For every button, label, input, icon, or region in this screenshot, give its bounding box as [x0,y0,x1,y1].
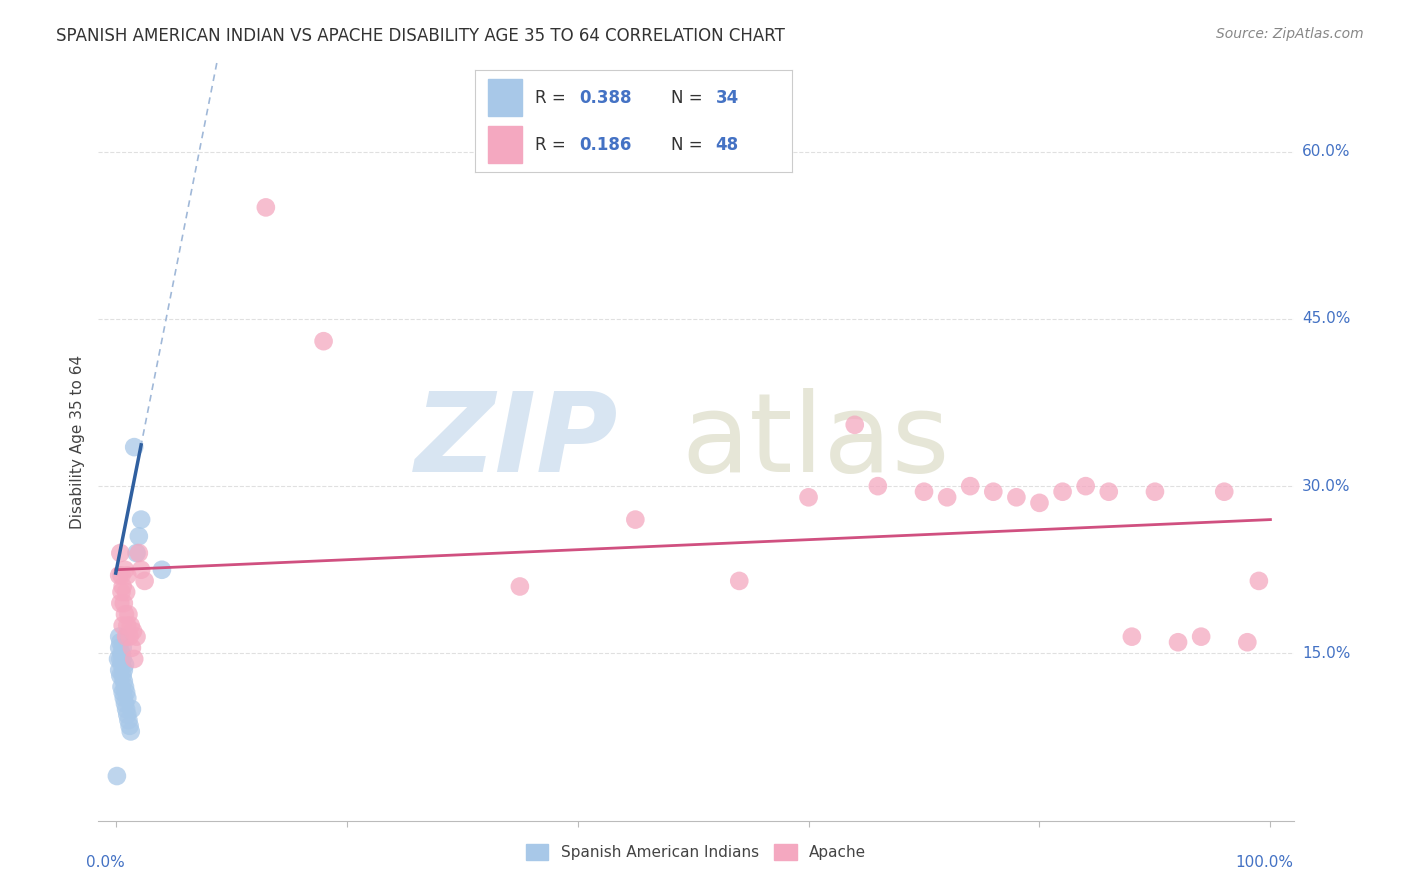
Point [129,563,152,577]
Text: 60.0%: 60.0% [1302,145,1350,159]
Point [1028,496,1050,510]
Point [110,646,132,660]
Point [312,334,335,349]
Point [111,640,134,655]
Point [110,568,132,582]
Point [117,690,139,705]
Point [111,652,134,666]
Point [134,574,156,588]
Point [115,630,138,644]
Point [1052,484,1074,499]
Point [121,702,143,716]
Text: 0.0%: 0.0% [87,855,125,870]
Point [110,635,132,649]
Text: 30.0%: 30.0% [1302,479,1350,493]
Point [117,618,139,632]
Point [1213,484,1236,499]
Point [112,690,135,705]
Point [122,440,145,454]
Point [107,652,129,666]
Point [912,484,935,499]
Point [110,652,132,666]
Point [118,630,141,644]
Point [624,512,647,526]
Point [118,719,141,733]
Point [115,702,138,716]
Point [797,491,820,505]
Text: SPANISH AMERICAN INDIAN VS APACHE DISABILITY AGE 35 TO 64 CORRELATION CHART: SPANISH AMERICAN INDIAN VS APACHE DISABI… [56,27,785,45]
Point [110,546,132,560]
Point [1247,574,1270,588]
Point [114,680,136,694]
Point [110,680,132,694]
Text: Source: ZipAtlas.com: Source: ZipAtlas.com [1216,27,1364,41]
Point [959,479,981,493]
Text: ZIP: ZIP [415,388,619,495]
Text: 100.0%: 100.0% [1236,855,1294,870]
Point [114,607,136,622]
Point [1143,484,1166,499]
Point [728,574,751,588]
Point [112,596,135,610]
Point [1167,635,1189,649]
Point [108,568,131,582]
Point [120,724,142,739]
Point [114,657,136,672]
Point [254,201,277,215]
Point [936,491,959,505]
Point [117,568,139,582]
Point [105,769,128,783]
Point [1121,630,1143,644]
Point [108,630,131,644]
Point [114,563,136,577]
Point [125,546,148,560]
Point [112,674,135,689]
Point [114,697,136,711]
Point [150,563,173,577]
Point [110,596,132,610]
Point [117,607,139,622]
Point [111,618,134,632]
Point [1236,635,1258,649]
Point [110,669,132,683]
Point [509,580,531,594]
Point [125,630,148,644]
Point [117,707,139,722]
Point [128,546,150,560]
Point [866,479,889,493]
Point [108,663,131,677]
Point [981,484,1004,499]
Legend: Spanish American Indians, Apache: Spanish American Indians, Apache [519,838,873,866]
Point [122,624,145,639]
Point [117,714,139,728]
Point [128,529,150,543]
Point [1189,630,1212,644]
Point [1098,484,1121,499]
Point [111,685,134,699]
Point [110,585,132,599]
Point [115,585,138,599]
Text: 15.0%: 15.0% [1302,646,1350,661]
Point [129,512,152,526]
Y-axis label: Disability Age 35 to 64: Disability Age 35 to 64 [70,354,86,529]
Point [844,417,866,432]
Point [1074,479,1097,493]
Point [111,669,134,683]
Text: 45.0%: 45.0% [1302,311,1350,326]
Point [120,618,142,632]
Point [112,663,135,677]
Text: atlas: atlas [682,388,949,495]
Point [110,657,132,672]
Point [121,640,143,655]
Point [111,580,134,594]
Point [115,685,138,699]
Point [1005,491,1028,505]
Point [122,652,145,666]
Point [108,640,131,655]
